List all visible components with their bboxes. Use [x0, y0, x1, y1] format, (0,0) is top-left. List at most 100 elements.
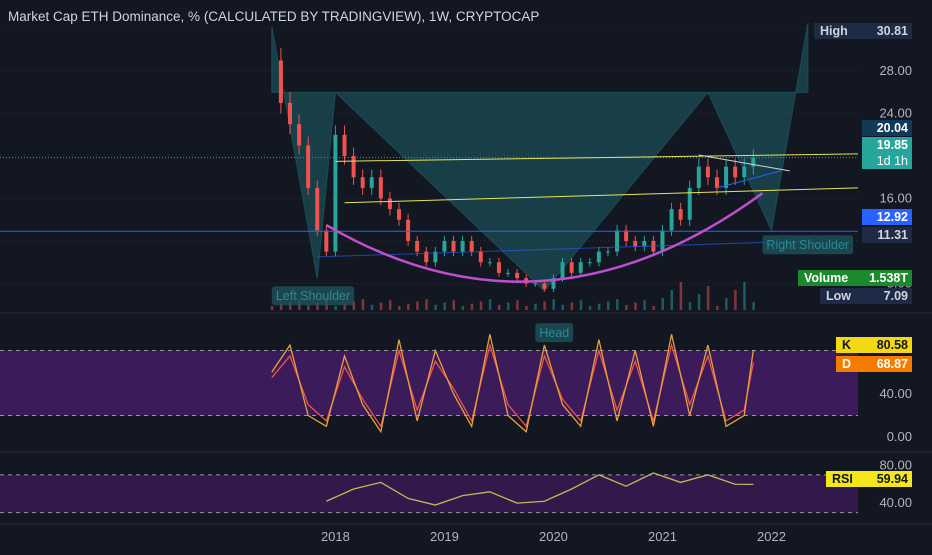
head-label: Head — [535, 323, 574, 343]
volume-bar — [579, 300, 583, 310]
stoch-k-line — [271, 334, 754, 434]
high-tag: High 30.81 — [814, 23, 912, 39]
stoch-d-label: D — [842, 357, 852, 371]
candle-body — [605, 251, 610, 253]
volume-bar — [525, 306, 528, 310]
candle-body — [406, 219, 411, 241]
blue-level-2-value: 11.31 — [877, 228, 908, 242]
candle-body — [615, 230, 620, 252]
candle-body — [351, 156, 356, 178]
rsi-tick-label: 40.00 — [879, 495, 912, 510]
candle-body — [660, 230, 665, 252]
volume-bar — [543, 301, 546, 310]
volume-bar — [288, 301, 292, 310]
volume-bar — [479, 301, 483, 310]
volume-bar — [715, 306, 719, 310]
time-tick-label: 2018 — [321, 529, 350, 544]
stoch-tick-label: 0.00 — [887, 429, 912, 444]
candle-body — [315, 187, 320, 231]
time-tick-label: 2021 — [648, 529, 677, 544]
volume-bar — [388, 300, 392, 310]
candle-body — [624, 230, 629, 241]
candle-body — [733, 166, 738, 178]
candle-body — [397, 209, 402, 220]
volume-bar — [588, 306, 592, 310]
last-price-value: 19.85 — [876, 138, 908, 152]
candle-body — [451, 240, 456, 252]
right-shoulder-label-text: Right Shoulder — [766, 238, 849, 252]
candle-body — [297, 124, 302, 146]
time-tick-label: 2020 — [539, 529, 568, 544]
candle-body — [642, 240, 647, 247]
volume-bar — [516, 300, 519, 310]
stoch-d-tag: D 68.87 — [836, 356, 912, 372]
blue-level-tag: 12.92 — [862, 209, 912, 225]
candle-body — [569, 262, 574, 273]
head-label-box — [535, 323, 574, 343]
candle-body — [705, 166, 710, 178]
volume-bar — [279, 303, 283, 310]
candle-body — [515, 272, 520, 279]
left-shoulder-label: Left Shoulder — [271, 286, 355, 306]
candle-body — [560, 262, 565, 279]
time-tick-label: 2022 — [757, 529, 786, 544]
volume-bar — [379, 302, 383, 310]
candle-body — [742, 166, 747, 178]
volume-bar — [679, 282, 683, 310]
stoch-k-value: 80.58 — [876, 338, 908, 352]
right-shoulder-label: Right Shoulder — [762, 235, 854, 255]
low-tag-label: Low — [826, 289, 851, 303]
volume-bar — [361, 299, 365, 310]
volume-tag-value: 1.538T — [869, 271, 908, 285]
volume-bar — [407, 303, 410, 310]
candle-body — [506, 272, 511, 274]
candle-body — [542, 283, 547, 289]
rounding-bottom-arc — [325, 192, 764, 283]
rsi-tag-value: 59.94 — [876, 472, 908, 486]
candle-body — [596, 251, 601, 263]
last-price-tag: 19.85 1d 1h — [862, 137, 912, 169]
volume-bar — [316, 302, 319, 310]
volume-bar — [470, 303, 474, 310]
right-shoulder-label-box — [762, 235, 854, 255]
rsi-tick-label: 80.00 — [879, 457, 912, 472]
head-label-text: Head — [539, 326, 569, 340]
volume-bar — [488, 299, 492, 310]
candle-body — [714, 177, 719, 188]
candle-body — [478, 251, 483, 263]
candle-body — [424, 251, 429, 263]
candle-body — [306, 145, 311, 188]
price-tick-label: 24.00 — [879, 106, 912, 121]
candle-body — [487, 262, 492, 264]
head-shoulders-pattern — [271, 23, 809, 292]
candle-body — [496, 262, 501, 273]
volume-bar — [643, 300, 646, 310]
volume-bar — [461, 306, 465, 310]
volume-bar — [670, 290, 674, 310]
volume-bar — [616, 299, 619, 310]
volume-bar — [634, 302, 637, 310]
candle-body — [342, 134, 347, 157]
channel-lower-line — [344, 187, 859, 204]
candle-body — [578, 262, 583, 273]
time-tick-label: 2019 — [430, 529, 459, 544]
candle-body — [633, 240, 638, 247]
volume-tag-label: Volume — [804, 271, 849, 285]
candle-body — [469, 240, 474, 252]
volume-bar — [497, 304, 501, 310]
candle-body — [378, 177, 383, 199]
volume-bar — [570, 302, 574, 310]
triangle-lower-line — [716, 170, 781, 189]
volume-bar — [688, 302, 692, 310]
candle-body — [460, 240, 465, 252]
candle-body — [333, 134, 338, 252]
low-tag-value: 7.09 — [883, 289, 908, 303]
volume-bar — [752, 302, 755, 310]
volume-bar — [625, 304, 628, 310]
rsi-band — [0, 474, 858, 513]
rsi-tag: RSI 59.94 — [826, 471, 912, 487]
candle-body — [360, 177, 365, 188]
candle-body — [751, 157, 756, 167]
high-tag-value: 30.81 — [876, 24, 908, 38]
